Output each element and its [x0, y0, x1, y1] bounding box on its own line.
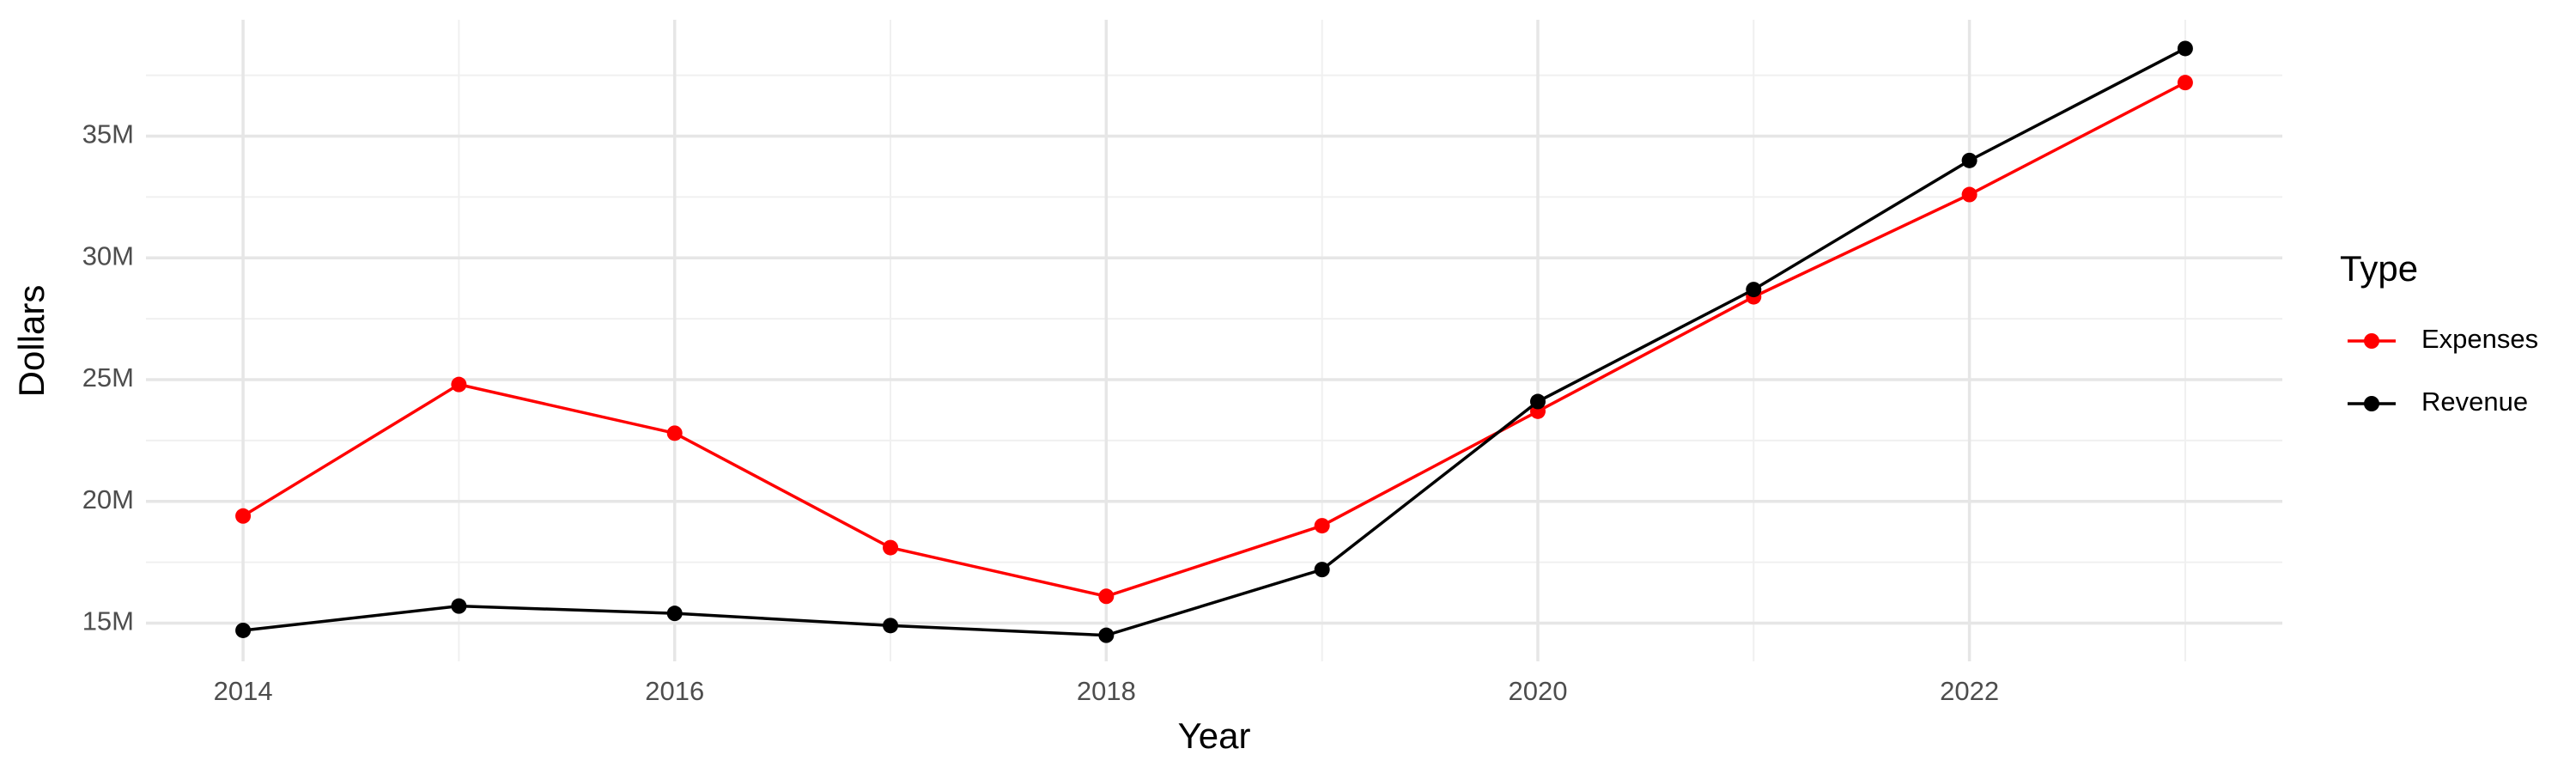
x-tick-label: 2022 [1940, 676, 1999, 706]
data-point [1961, 152, 1978, 168]
data-point [1314, 518, 1330, 534]
data-point [235, 508, 252, 524]
data-point [1314, 562, 1330, 578]
legend-label: Revenue [2421, 386, 2528, 417]
data-point [666, 606, 683, 622]
y-tick-label: 25M [82, 362, 134, 393]
data-point [1529, 393, 1546, 410]
series-line [242, 81, 2186, 599]
legend-title: Type [2340, 248, 2418, 289]
x-tick-label: 2018 [1077, 676, 1136, 706]
y-axis-title: Dollars [11, 285, 52, 398]
data-point [1961, 186, 1978, 203]
data-point [451, 598, 467, 614]
legend-label: Expenses [2421, 324, 2538, 354]
y-tick-label: 15M [82, 606, 134, 636]
data-point [235, 622, 252, 638]
legend-key-point [2364, 396, 2379, 411]
data-point [2177, 40, 2193, 57]
data-point [1098, 627, 1115, 643]
y-tick-label: 20M [82, 484, 134, 514]
x-axis-title: Year [1178, 715, 1251, 756]
data-point [1098, 588, 1115, 605]
legend-key-point [2364, 333, 2379, 349]
data-point [1746, 282, 1762, 298]
data-point [2177, 75, 2193, 91]
x-tick-label: 2020 [1508, 676, 1567, 706]
data-point [666, 425, 683, 441]
y-tick-label: 30M [82, 240, 134, 271]
data-point [883, 618, 899, 634]
data-point [883, 539, 899, 556]
data-point [451, 376, 467, 393]
x-tick-label: 2016 [645, 676, 704, 706]
y-tick-label: 35M [82, 119, 134, 149]
x-tick-label: 2014 [214, 676, 273, 706]
series-line [242, 46, 2186, 637]
